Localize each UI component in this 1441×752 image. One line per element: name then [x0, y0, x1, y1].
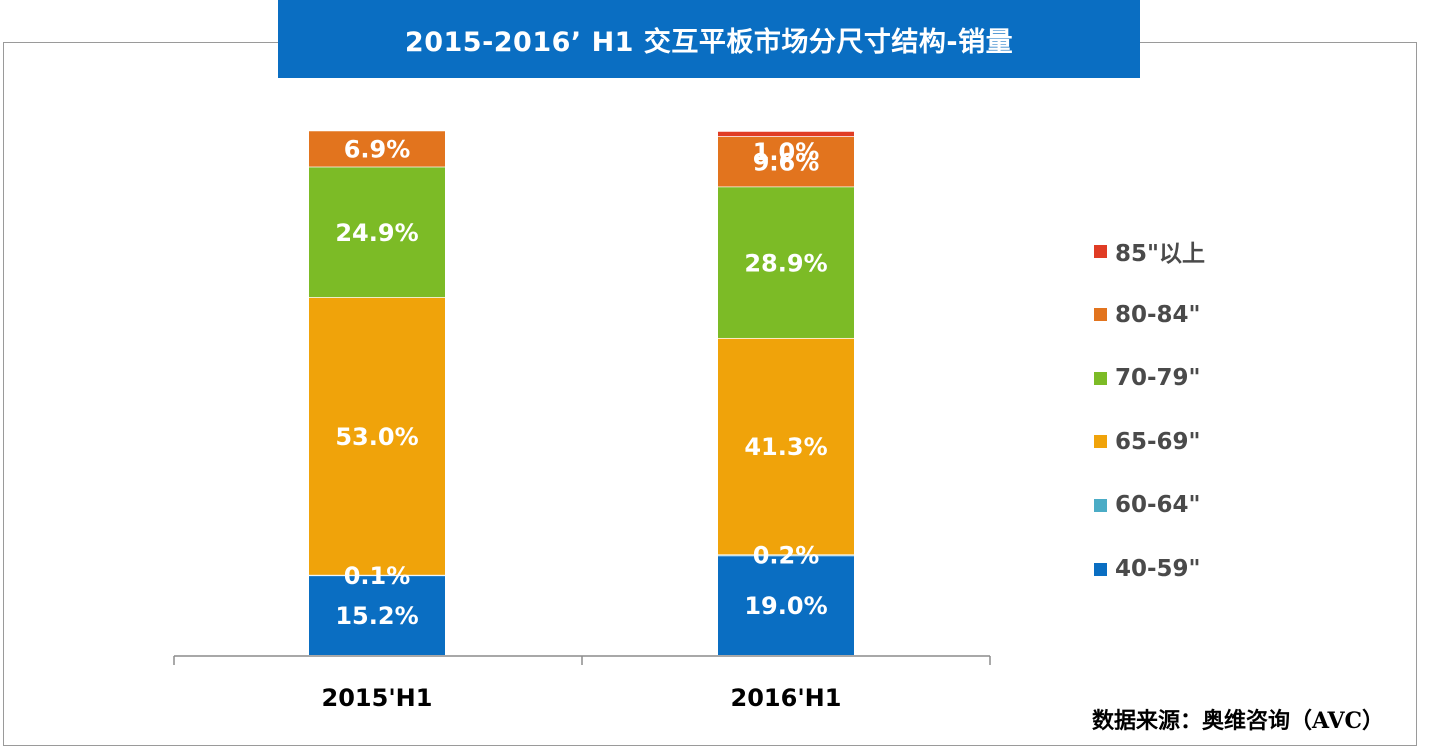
legend-label: 65-69" — [1115, 428, 1201, 455]
bar-segment-1-4 — [309, 166, 445, 298]
segment-label: 9.6% — [753, 148, 820, 176]
legend-swatch — [1094, 244, 1107, 258]
segment-label: 28.9% — [744, 249, 827, 277]
segment-label: 19.0% — [744, 592, 827, 620]
legend-item: 80-84" — [1094, 298, 1201, 332]
segment-labels-group: 15.2% 0.1% 53.0% 24.9% 6.9% 19.0% 0.2% 41.3% 28.… — [335, 136, 827, 631]
bars-group — [309, 129, 854, 655]
bar-segment-1-3 — [309, 297, 445, 575]
category-labels-group: 2015'H1 2016'H1 — [322, 684, 842, 712]
bar-segment-2-5 — [718, 136, 854, 187]
legend-label: 80-84" — [1115, 301, 1201, 328]
bar-segment-2-1 — [718, 555, 854, 655]
bar-segment-1-1 — [309, 575, 445, 655]
segment-label: 0.2% — [753, 541, 820, 569]
segment-label: 15.2% — [335, 602, 418, 630]
segment-label: 24.9% — [335, 219, 418, 247]
bar-segment-2-4 — [718, 186, 854, 338]
chart-title: 2015-2016’ H1 交互平板市场分尺寸结构-销量 — [404, 26, 1014, 58]
legend-label: 60-64" — [1115, 492, 1201, 519]
legend-label: 70-79" — [1115, 365, 1201, 392]
legend-item: 85"以上 — [1094, 234, 1205, 268]
chart-title-bar: 2015-2016’ H1 交互平板市场分尺寸结构-销量 — [278, 0, 1140, 78]
legend-item: 40-59" — [1094, 552, 1201, 586]
category-label: 2016'H1 — [731, 684, 842, 712]
legend-swatch — [1094, 498, 1107, 512]
bar-segment-1-5 — [309, 130, 445, 167]
chart-frame — [3, 42, 1417, 746]
legend-swatch — [1094, 371, 1107, 385]
segment-label: 0.1% — [344, 562, 411, 590]
bar-segment-2-3 — [718, 337, 854, 555]
segment-label: 41.3% — [744, 433, 827, 461]
segment-label: 6.9% — [344, 136, 411, 164]
legend-item: 60-64" — [1094, 488, 1201, 522]
segment-label: 1.0% — [753, 138, 820, 166]
legend-label: 40-59" — [1115, 556, 1201, 582]
data-source-note: 数据来源：奥维咨询（AVC） — [1092, 708, 1385, 734]
legend-swatch — [1094, 562, 1107, 576]
legend-swatch — [1094, 308, 1107, 322]
legend-swatch — [1094, 435, 1107, 449]
x-axis — [173, 655, 991, 665]
legend-label: 85"以上 — [1115, 241, 1205, 267]
legend-item: 70-79" — [1094, 361, 1201, 395]
bar-segment-2-6 — [718, 131, 854, 137]
legend-item: 65-69" — [1094, 425, 1201, 459]
segment-label: 53.0% — [335, 423, 418, 451]
category-label: 2015'H1 — [322, 684, 433, 712]
